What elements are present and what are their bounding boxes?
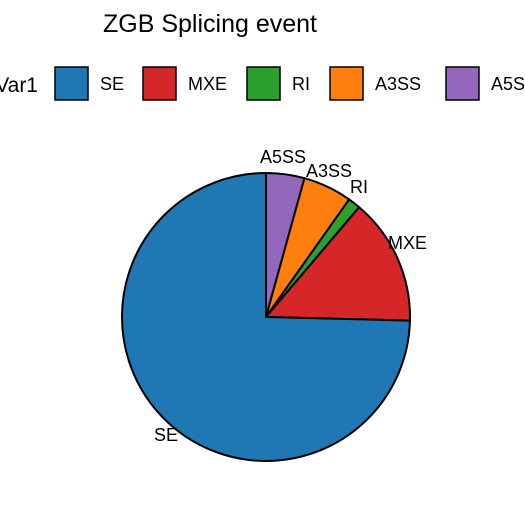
pie-slice-mxe bbox=[263, 205, 411, 322]
legend-label-mxe: MXE bbox=[188, 74, 227, 94]
legend-item-ri: RI bbox=[246, 66, 310, 101]
legend-item-a5ss: A5SS bbox=[445, 66, 525, 101]
legend-swatch-se bbox=[54, 66, 89, 101]
legend-label-ri: RI bbox=[292, 74, 310, 94]
pie-slices bbox=[121, 171, 411, 462]
pie-slice-se bbox=[121, 171, 411, 462]
slice-label-a5ss: A5SS bbox=[260, 147, 306, 167]
legend-title: Var1 bbox=[0, 74, 38, 97]
slice-label-a3ss: A3SS bbox=[306, 161, 352, 181]
legend-item-se: SE bbox=[54, 66, 124, 101]
slice-label-ri: RI bbox=[350, 177, 368, 197]
legend-swatch-mxe bbox=[142, 66, 177, 101]
legend-swatch-a3ss bbox=[329, 66, 364, 101]
legend-item-mxe: MXE bbox=[142, 66, 227, 101]
chart-title: ZGB Splicing event bbox=[103, 10, 317, 38]
slice-label-mxe: MXE bbox=[388, 233, 427, 253]
legend: Var1 SE MXE RI A3SS A5SS bbox=[0, 66, 525, 101]
slice-label-se: SE bbox=[154, 425, 178, 445]
legend-item-a3ss: A3SS bbox=[329, 66, 421, 101]
legend-swatch-a5ss bbox=[445, 66, 480, 101]
legend-label-a5ss: A5SS bbox=[491, 74, 525, 94]
legend-swatch-ri bbox=[246, 66, 281, 101]
legend-label-se: SE bbox=[100, 74, 124, 94]
legend-label-a3ss: A3SS bbox=[375, 74, 421, 94]
